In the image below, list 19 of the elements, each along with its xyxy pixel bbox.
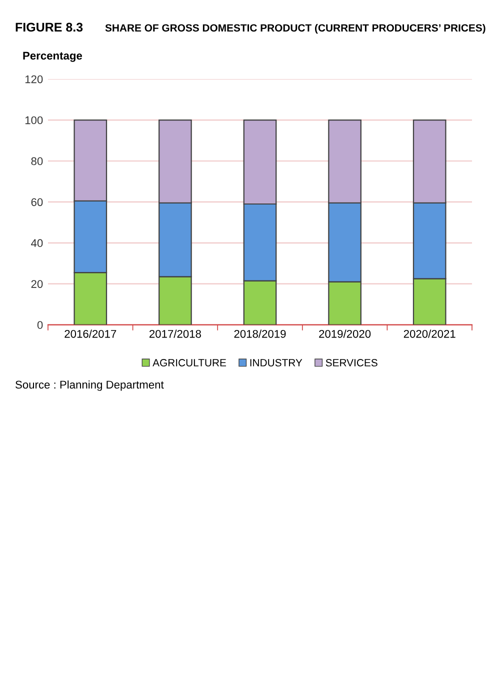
x-tick-label: 2019/2020 — [319, 330, 371, 338]
y-tick-label: 40 — [31, 239, 43, 248]
y-tick-label: 100 — [25, 116, 43, 124]
source-note: Source : Planning Department — [16, 380, 164, 391]
x-tick-label: 2020/2021 — [404, 330, 456, 338]
legend-label: SERVICES — [326, 359, 378, 366]
y-tick-label: 0 — [37, 321, 43, 329]
x-tick-label: 2018/2019 — [234, 330, 286, 338]
x-tick-label: 2016/2017 — [64, 330, 116, 338]
chart-subtitle: SHARE OF GROSS DOMESTIC PRODUCT (CURRENT PRODUCERS’ PRICES) — [105, 24, 486, 34]
y-tick-label: 120 — [25, 75, 43, 84]
y-tick-label: 80 — [31, 157, 43, 166]
chart-title: FIGURE 8.3 — [16, 22, 83, 32]
x-tick-label: 2017/2018 — [150, 330, 201, 338]
y-axis-title: Percentage — [23, 52, 82, 62]
legend-label: AGRICULTURE — [152, 359, 226, 366]
y-tick-label: 20 — [31, 280, 43, 288]
y-tick-label: 60 — [31, 198, 43, 206]
legend-label: INDUSTRY — [250, 359, 302, 366]
